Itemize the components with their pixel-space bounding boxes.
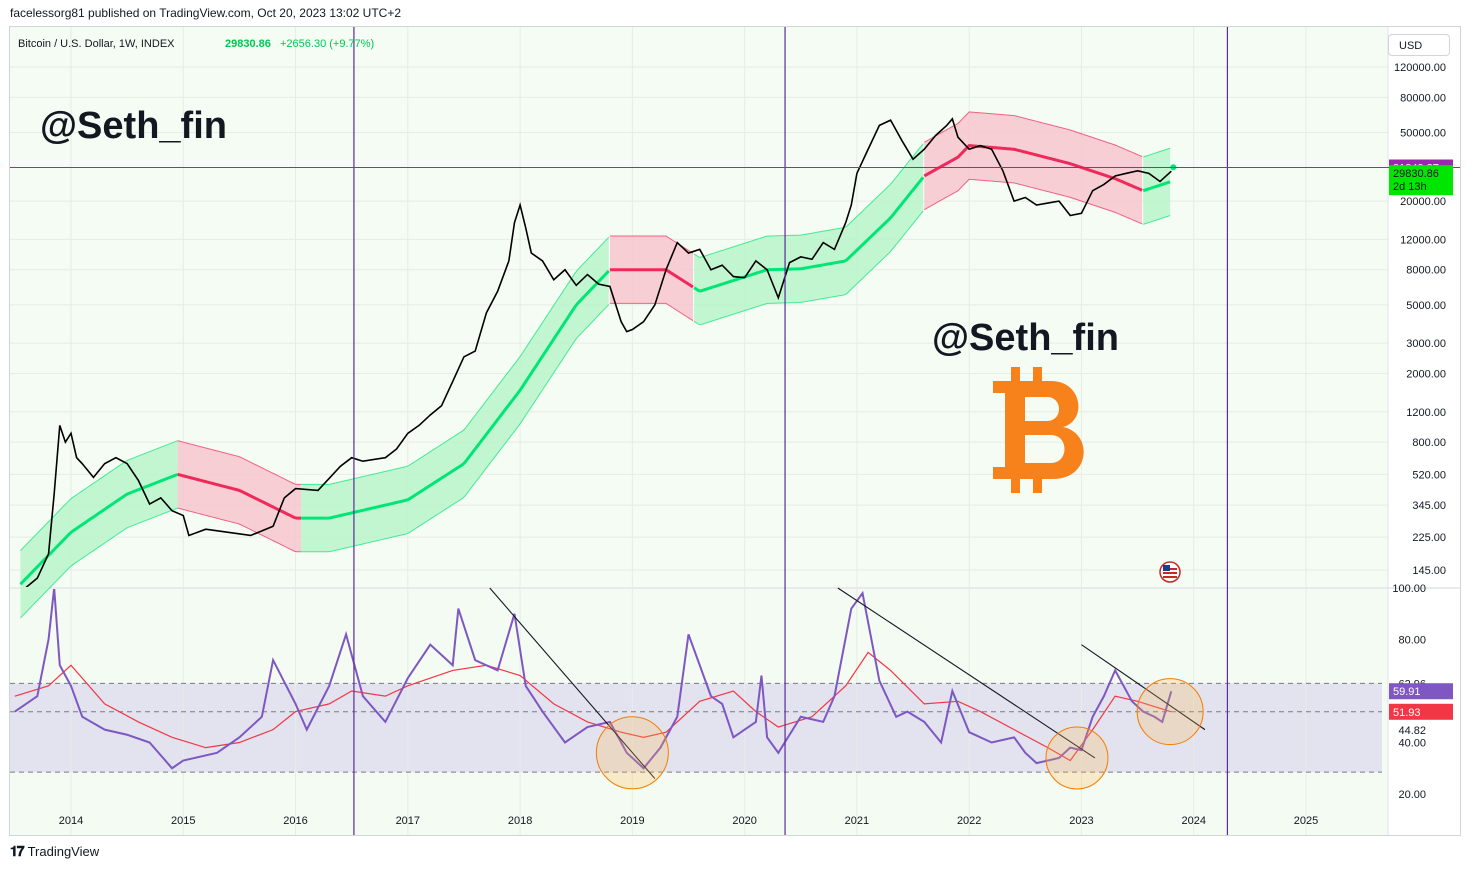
price-tick-label: 1200.00	[1406, 407, 1446, 419]
price-tick-label: 12000.00	[1400, 234, 1446, 246]
band-lower-line	[177, 507, 302, 553]
x-tick-label: 2023	[1069, 815, 1093, 827]
x-tick-label: 2020	[732, 815, 756, 827]
badge-current-price: 29830.86	[1393, 168, 1439, 180]
tradingview-logo-icon: 𝟏𝟕	[10, 843, 25, 859]
price-tick-label: 5000.00	[1406, 300, 1446, 312]
band-lower-line	[1143, 215, 1171, 225]
band-mid-line	[301, 269, 610, 520]
price-tick-label: 800.00	[1412, 437, 1446, 449]
rsi-tick-label: 40.00	[1398, 738, 1426, 750]
price-tick-label: 145.00	[1412, 565, 1446, 577]
badge-rsi-ma: 51.93	[1393, 707, 1421, 719]
badge-rsi-ma-bg	[1389, 703, 1453, 720]
band-mid-line	[693, 176, 925, 293]
rsi-ma-line	[14, 651, 1172, 762]
rsi-zone-fill	[10, 683, 1382, 773]
band-fill	[177, 440, 302, 552]
footer-brand[interactable]: TradingView	[27, 844, 100, 859]
rsi-trendline	[489, 587, 656, 779]
us-flag-icon[interactable]	[1159, 561, 1181, 583]
chart-svg[interactable]: 2014 2015 2016 2017 2018 2019 2020 2021 2022 2023…	[10, 27, 1460, 835]
x-tick-label: 2022	[957, 815, 981, 827]
rsi-trendline	[837, 587, 1096, 759]
band-upper-line	[301, 236, 610, 485]
band-lower-line	[924, 178, 1143, 225]
badge-countdown: 2d 13h	[1393, 181, 1427, 193]
watermark-center: @Seth_fin	[932, 317, 1119, 359]
band-upper-line	[1143, 147, 1171, 158]
rsi-highlight-circle	[1136, 678, 1204, 746]
rsi-highlight-circle	[595, 716, 669, 790]
x-tick-label: 2024	[1181, 815, 1205, 827]
axis-layer: 2014 2015 2016 2017 2018 2019 2020 2021 2022 2023…	[59, 62, 1453, 827]
price-tick-label: 80000.00	[1400, 92, 1446, 104]
price-tick-label: 3000.00	[1406, 338, 1446, 350]
x-tick-label: 2021	[845, 815, 869, 827]
band-upper-line	[693, 143, 924, 258]
rsi-tick-label: 20.00	[1398, 789, 1426, 801]
x-tick-label: 2014	[59, 815, 83, 827]
band-lower-line	[609, 302, 694, 322]
band-upper-line	[20, 440, 178, 551]
x-tick-label: 2015	[171, 815, 195, 827]
x-tick-label: 2016	[283, 815, 307, 827]
band-mid-line	[1142, 180, 1171, 193]
price-tick-label: 225.00	[1412, 532, 1446, 544]
band-mid-line	[177, 472, 302, 520]
band-fill	[609, 236, 693, 321]
band-lower-line	[693, 210, 924, 326]
band-fill	[20, 440, 178, 618]
price-tick-label: 520.00	[1412, 469, 1446, 481]
band-mid-line	[609, 268, 694, 289]
rsi-tick-label: 80.00	[1398, 635, 1426, 647]
badge-rsi-bg	[1389, 683, 1453, 700]
chart-container[interactable]: 2014 2015 2016 2017 2018 2019 2020 2021 2022 2023…	[9, 26, 1461, 836]
price-tick-label: 120000.00	[1394, 62, 1446, 74]
price-tick-label: 8000.00	[1406, 265, 1446, 277]
band-mid-line	[923, 144, 1143, 192]
x-tick-label: 2025	[1294, 815, 1318, 827]
rsi-tick-label: 44.82	[1398, 725, 1426, 737]
price-tick-label: 20000.00	[1400, 196, 1446, 208]
rsi-trendline	[1081, 644, 1206, 731]
rsi-layer	[14, 589, 1173, 770]
band-layer	[19, 111, 1171, 619]
badge-rsi: 59.91	[1393, 686, 1421, 698]
band-upper-line	[177, 440, 302, 485]
bitcoin-logo-icon	[993, 367, 1084, 493]
band-lower-line	[301, 304, 610, 553]
footer: 𝟏𝟕 TradingView	[10, 843, 99, 860]
band-upper-line	[924, 111, 1143, 157]
x-tick-label: 2017	[396, 815, 420, 827]
legend-price: 29830.86	[225, 38, 271, 50]
currency-button[interactable]: USD	[1388, 34, 1450, 56]
price-tick-label: 50000.00	[1400, 128, 1446, 140]
price-tick-label: 345.00	[1412, 500, 1446, 512]
badge-current-bg	[1389, 165, 1453, 196]
legend-change: +2656.30 (+9.77%)	[280, 38, 374, 50]
rsi-highlight-circle	[1045, 726, 1109, 790]
price-tick-label: 2000.00	[1406, 369, 1446, 381]
x-tick-label: 2019	[620, 815, 644, 827]
annotation-layer	[10, 27, 1460, 835]
legend-symbol: Bitcoin / U.S. Dollar, 1W, INDEX	[18, 38, 175, 50]
rsi-tick-label: 100.00	[1392, 583, 1426, 595]
watermark-top-left: @Seth_fin	[40, 105, 227, 147]
price-line	[25, 117, 1172, 587]
band-lower-line	[20, 507, 178, 619]
publish-info: facelessorg81 published on TradingView.c…	[10, 6, 402, 20]
x-tick-label: 2018	[508, 815, 532, 827]
rsi-line	[14, 589, 1173, 770]
